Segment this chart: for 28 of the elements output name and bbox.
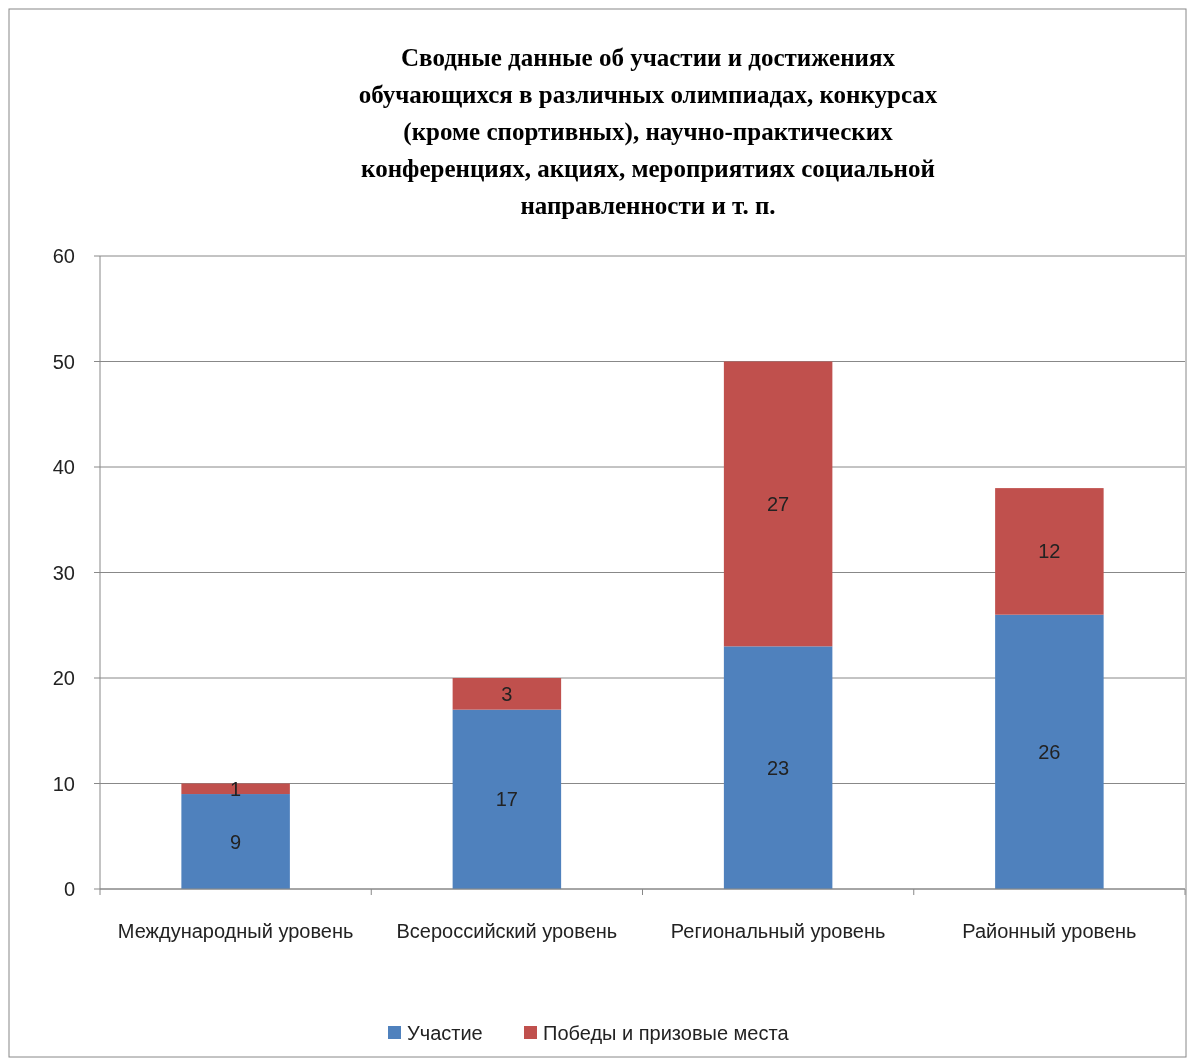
bar: [995, 614, 1104, 889]
x-tick-label: Международный уровень: [117, 920, 354, 942]
legend-label: Участие: [407, 1022, 483, 1044]
y-tick-label: 40: [52, 456, 75, 478]
legend-label: Победы и призовые места: [543, 1022, 790, 1044]
bar: [452, 709, 562, 889]
y-tick-label: 60: [52, 245, 75, 267]
data-label: 23: [767, 756, 790, 779]
bar: [995, 488, 1104, 615]
x-tick-label: Региональный уровень: [670, 920, 886, 942]
bar: [723, 361, 833, 647]
data-label: 9: [230, 830, 242, 853]
y-tick-label: 0: [63, 878, 75, 900]
data-label: 17: [495, 788, 518, 811]
y-tick-label: 30: [52, 561, 75, 584]
data-label: 26: [1038, 740, 1061, 763]
x-tick-label: Районный уровень: [962, 920, 1137, 942]
bar: [181, 794, 290, 889]
y-tick-label: 50: [52, 350, 75, 373]
bar: [723, 646, 833, 889]
x-tick-label: Всероссийский уровень: [396, 920, 618, 942]
y-tick-label: 10: [52, 772, 75, 795]
data-label: 27: [767, 492, 790, 515]
data-label: 12: [1038, 540, 1061, 563]
y-tick-label: 20: [52, 667, 75, 689]
data-label: 3: [501, 682, 513, 705]
chart-title: Сводные данные об участии и достижениях обучающихся в различных олимпиадах, конкурсах (кроме спортивных), научно-практических конференциях, акциях, мероприятиях социальной направленности и т. п.: [358, 44, 938, 219]
bar: [452, 678, 562, 710]
